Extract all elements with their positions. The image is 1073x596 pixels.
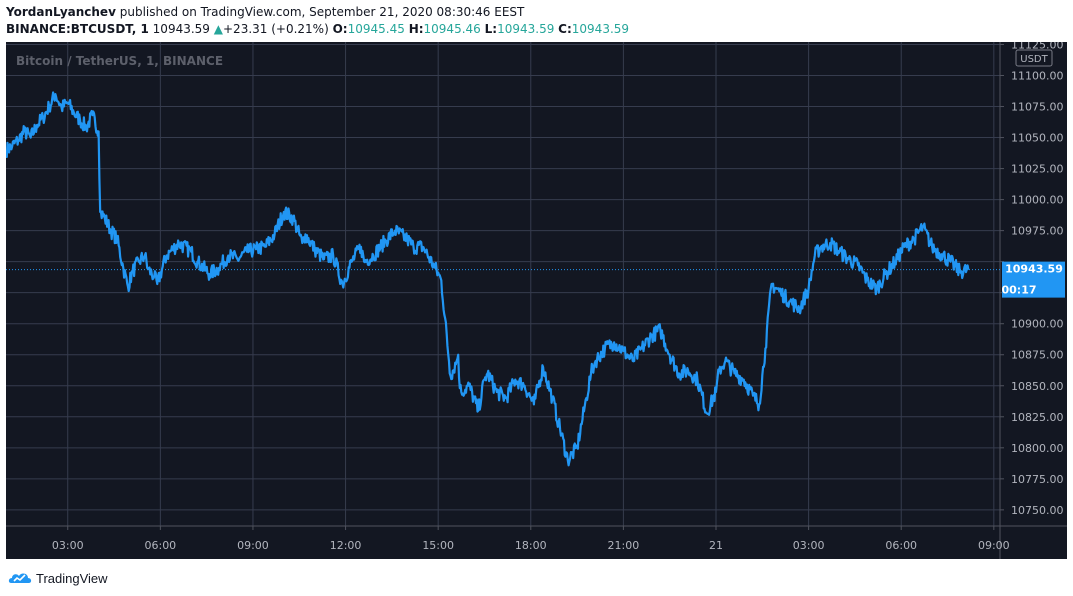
time-tick-label: 09:00 [978,539,1010,552]
price-tick-label: 10750.00 [1011,504,1064,517]
time-tick-label: 06:00 [144,539,176,552]
time-tick-label: 21:00 [608,539,640,552]
chart-title: Bitcoin / TetherUS, 1, BINANCE [16,54,223,68]
tradingview-logo-icon [8,573,32,583]
currency-badge[interactable] [1015,49,1053,67]
price-tick-label: 11100.00 [1011,70,1064,83]
price-series-line [6,91,970,467]
high-value: 10945.46 [423,22,481,36]
price-axis[interactable]: 10750.00 10775.00 10800.00 10825.00 10850.00… [1000,42,1064,517]
symbol-name: BINANCE:BTCUSDT, 1 [6,22,149,36]
change-value: +23.31 (+0.21%) [223,22,329,36]
countdown-label: 00:17 [1001,284,1036,297]
currency-label: USDT [1020,54,1048,65]
tradingview-brand: TradingView [36,570,108,586]
open-value: 10945.45 [347,22,405,36]
close-value: 10943.59 [571,22,630,36]
price-tick-label: 11125.00 [1011,42,1064,51]
last-price-value: 10943.59 [152,22,210,36]
chart-background [6,42,1067,559]
price-tick-label: 10800.00 [1011,442,1064,455]
time-axis[interactable]: 03:00 06:00 09:00 12:00 15:00 18:00 21:00 21 03:… [52,526,1010,552]
last-price-label: 10943.59 [1005,263,1063,276]
tradingview-footer[interactable]: TradingView [8,569,108,587]
price-tick-label: 10875.00 [1011,349,1064,362]
price-tick-label: 10825.00 [1011,411,1064,424]
time-tick-label: 03:00 [52,539,84,552]
last-price-tag: 10943.59 00:17 [1001,261,1065,298]
time-tick-label: 15:00 [422,539,454,552]
up-triangle-icon: ▲ [213,22,223,36]
price-tick-label: 10975.00 [1011,225,1064,238]
high-label: H: [408,22,424,36]
low-value: 10943.59 [497,22,555,36]
time-tick-label: 03:00 [793,539,825,552]
low-label: L: [484,22,498,36]
price-tick-label: 11025.00 [1011,163,1064,176]
time-tick-label: 12:00 [330,539,362,552]
price-chart[interactable]: 10750.00 10775.00 10800.00 10825.00 10850.00… [6,42,1067,559]
price-tick-label: 10775.00 [1011,473,1064,486]
author-name[interactable]: YordanLyanchev [6,5,116,19]
ohlc-bar: BINANCE:BTCUSDT, 1 10943.59 ▲+23.31 (+0.… [6,22,629,36]
publish-info: YordanLyanchev published on TradingView.… [6,5,524,19]
time-tick-label: 09:00 [237,539,269,552]
price-tick-label: 10900.00 [1011,318,1064,331]
price-tick-label: 10850.00 [1011,380,1064,393]
open-label: O: [332,22,348,36]
time-tick-label: 21 [709,539,723,552]
price-tick-label: 11075.00 [1011,101,1064,114]
published-text: published on TradingView.com, September … [119,5,525,19]
time-tick-label: 18:00 [515,539,547,552]
close-label: C: [558,22,572,36]
price-tick-label: 11050.00 [1011,132,1064,145]
time-tick-label: 06:00 [885,539,917,552]
price-tick-label: 11000.00 [1011,194,1064,207]
